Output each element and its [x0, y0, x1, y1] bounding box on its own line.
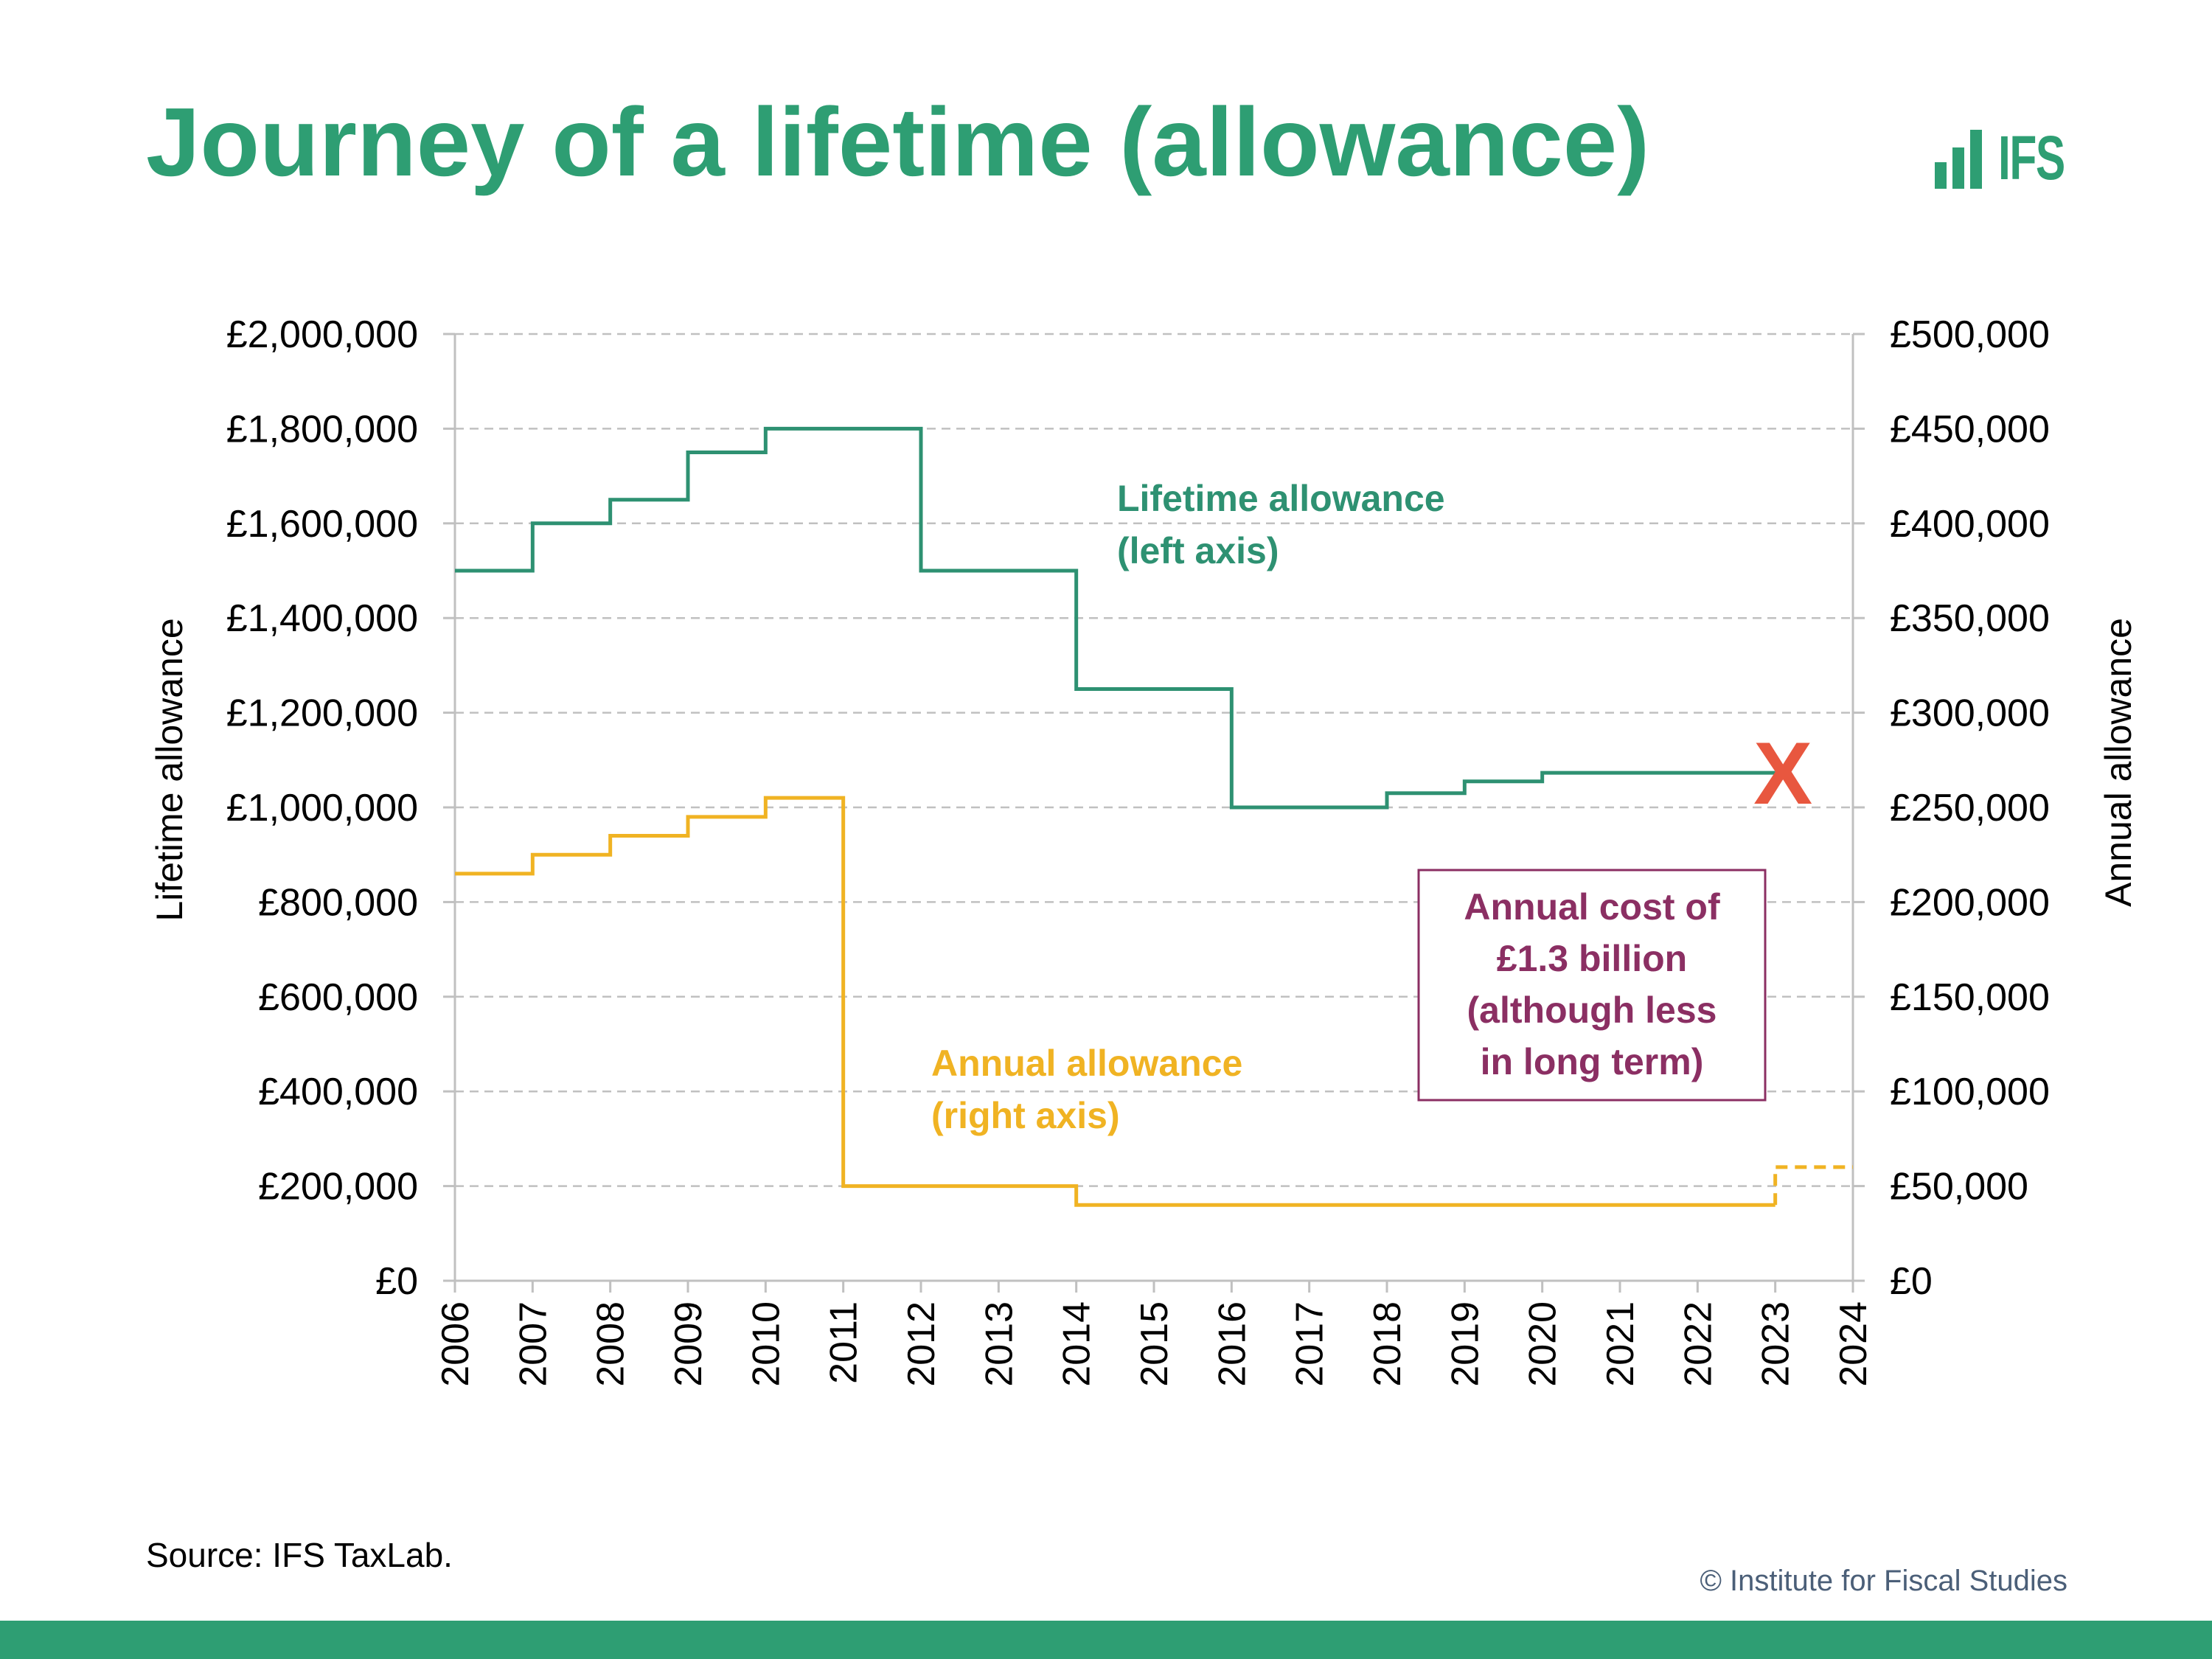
right-tick-label: £0 — [1890, 1260, 1933, 1303]
right-tick-label: £300,000 — [1890, 692, 2050, 735]
x-tick-label: 2021 — [1599, 1301, 1642, 1387]
footer-bar — [0, 1621, 2212, 1659]
left-tick-label: £0 — [375, 1260, 418, 1303]
logo-bar-icon — [1952, 147, 1964, 189]
right-tick-label: £100,000 — [1890, 1071, 2050, 1113]
x-tick-label: 2020 — [1522, 1301, 1565, 1387]
left-tick-label: £2,000,000 — [226, 313, 418, 356]
x-tick-label: 2014 — [1056, 1301, 1099, 1387]
left-tick-label: £400,000 — [258, 1071, 418, 1113]
x-tick-label: 2008 — [590, 1301, 633, 1387]
left-tick-label: £1,600,000 — [226, 503, 418, 546]
cost-box-line3: (although less — [1467, 990, 1717, 1031]
left-axis-title: Lifetime allowance — [149, 618, 190, 921]
x-tick-label: 2024 — [1832, 1301, 1875, 1387]
right-tick-label: £450,000 — [1890, 408, 2050, 451]
right-axis-title: Annual allowance — [2098, 618, 2139, 907]
lifetime-allowance-line — [455, 426, 1775, 810]
x-tick-label: 2007 — [512, 1301, 554, 1387]
cost-box-line4: in long term) — [1481, 1041, 1704, 1082]
annual-allowance-line — [455, 796, 1775, 1207]
left-tick-label: £1,400,000 — [226, 597, 418, 640]
logo-text: IFS — [1998, 123, 2065, 192]
x-tick-label: 2013 — [978, 1301, 1020, 1387]
left-tick-label: £600,000 — [258, 976, 418, 1019]
lifetime-label-line1: Lifetime allowance — [1117, 478, 1445, 519]
left-axis-ticks: £0 £200,000 £400,000 £600,000 £800,000 £1,000… — [226, 313, 455, 1303]
x-tick-label: 2012 — [900, 1301, 943, 1387]
right-tick-label: £400,000 — [1890, 503, 2050, 546]
right-tick-label: £350,000 — [1890, 597, 2050, 640]
right-axis-ticks: £0 £50,000 £100,000 £150,000 £200,000 £250,00… — [1853, 313, 2050, 1303]
left-tick-label: £1,200,000 — [226, 692, 418, 735]
copyright-note: © Institute for Fiscal Studies — [1700, 1565, 2067, 1597]
cost-box — [1417, 869, 1767, 1102]
cost-box-line1: Annual cost of — [1464, 886, 1720, 928]
x-tick-label: 2017 — [1289, 1301, 1332, 1387]
right-tick-label: £200,000 — [1890, 881, 2050, 924]
right-tick-label: £50,000 — [1890, 1166, 2028, 1208]
x-tick-label: 2016 — [1211, 1301, 1253, 1387]
series — [455, 426, 1853, 1207]
x-tick-label: 2019 — [1444, 1301, 1486, 1387]
x-tick-label: 2015 — [1133, 1301, 1176, 1387]
lifetime-label-line2: (left axis) — [1117, 530, 1279, 571]
left-tick-label: £200,000 — [258, 1166, 418, 1208]
x-tick-label: 2009 — [667, 1301, 710, 1387]
page-title: Journey of a lifetime (allowance) — [146, 88, 1650, 196]
left-tick-label: £1,800,000 — [226, 408, 418, 451]
annual-label-line2: (right axis) — [931, 1095, 1120, 1136]
right-tick-label: £150,000 — [1890, 976, 2050, 1019]
x-tick-label: 2022 — [1677, 1301, 1719, 1387]
annual-label-line1: Annual allowance — [931, 1043, 1242, 1084]
x-tick-label: 2006 — [434, 1301, 477, 1387]
right-tick-label: £250,000 — [1890, 787, 2050, 830]
x-tick-label: 2011 — [823, 1301, 866, 1384]
left-tick-label: £1,000,000 — [226, 787, 418, 830]
logo-bar-icon — [1970, 130, 1982, 189]
x-tick-label: 2010 — [745, 1301, 787, 1387]
x-tick-label: 2023 — [1755, 1301, 1798, 1387]
source-note: Source: IFS TaxLab. — [146, 1536, 453, 1574]
cost-box-line2: £1.3 billion — [1497, 938, 1687, 979]
x-tick-label: 2018 — [1366, 1301, 1409, 1387]
logo-bar-icon — [1935, 162, 1947, 189]
left-tick-label: £800,000 — [258, 881, 418, 924]
right-tick-label: £500,000 — [1890, 313, 2050, 356]
abolition-cross-icon: X — [1753, 724, 1812, 823]
x-axis-ticks: 2006 2007 2008 2009 2010 2011 2012 2013 2014 2015… — [434, 1281, 1875, 1387]
